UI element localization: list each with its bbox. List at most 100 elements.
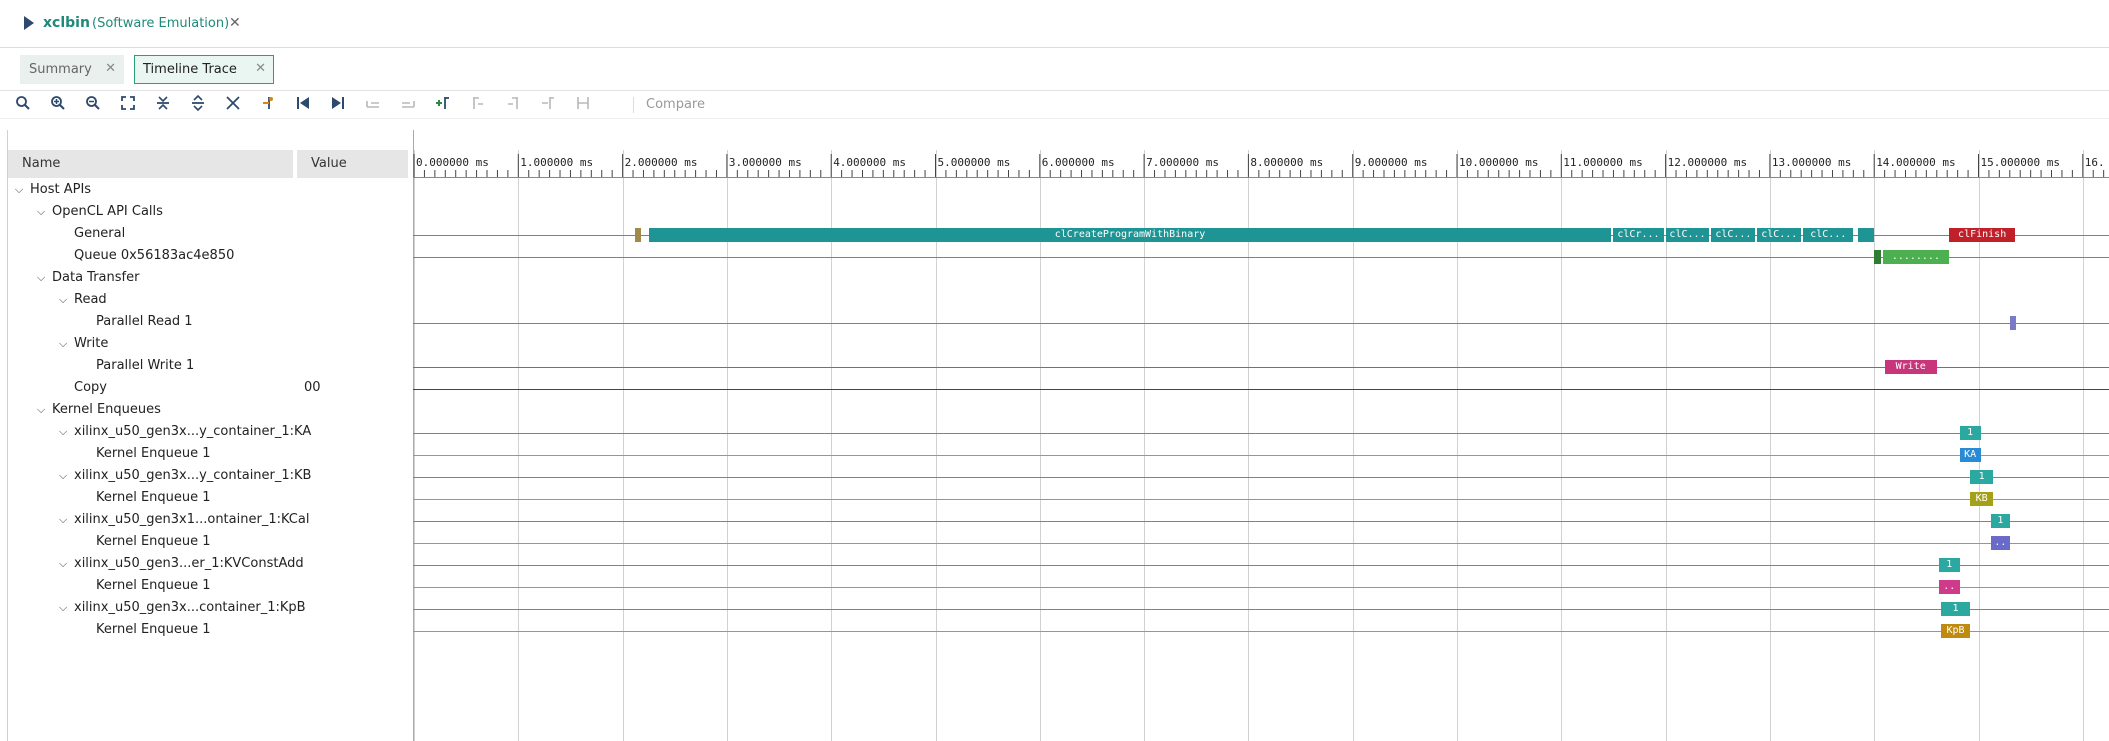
tree-row-host-apis[interactable]: ⌵ Host APIs [8, 179, 408, 201]
tree-row-read[interactable]: ⌵ Read [8, 289, 408, 311]
tree-row-label: xilinx_u50_gen3x...y_container_1:KB [74, 468, 312, 483]
tree-row-label: Host APIs [30, 182, 92, 197]
grid-line [1665, 150, 1667, 741]
grid-line [518, 150, 520, 741]
play-icon[interactable] [24, 16, 34, 30]
chevron-down-icon[interactable]: ⌵ [36, 205, 46, 218]
tree-row-label: Write [74, 336, 109, 351]
go-last-icon[interactable] [328, 95, 348, 115]
tab-summary[interactable]: Summary ✕ [20, 55, 124, 84]
align-left-icon[interactable] [468, 95, 488, 115]
align-right-icon[interactable] [503, 95, 523, 115]
tree-row-label: Kernel Enqueue 1 [96, 578, 211, 593]
timeline-event-bar[interactable]: 1 [1959, 426, 1981, 440]
tree-row-write[interactable]: ⌵ Write [8, 333, 408, 355]
title-bar: xclbin (Software Emulation) ✕ [0, 0, 2109, 48]
tree-row-kernel-enqueues[interactable]: ⌵ Kernel Enqueues [8, 399, 408, 421]
timeline-event-bar[interactable]: clC... [1711, 228, 1756, 242]
chevron-down-icon[interactable]: ⌵ [58, 469, 68, 482]
time-ruler[interactable]: 0.000000 ms 1.000000 ms 2.000000 ms 3.00000… [413, 150, 2109, 178]
tree-row-kernel-kb[interactable]: ⌵ xilinx_u50_gen3x...y_container_1:KB [8, 465, 408, 487]
tree-row-kernel-enqueue[interactable]: Kernel Enqueue 1 [8, 531, 408, 553]
prev-event-icon[interactable] [363, 95, 383, 115]
tree-row-data-transfer[interactable]: ⌵ Data Transfer [8, 267, 408, 289]
add-marker-green-icon[interactable] [433, 95, 453, 115]
tree-row-kernel-enqueue[interactable]: Kernel Enqueue 1 [8, 443, 408, 465]
timeline-event-bar[interactable]: 1 [1991, 514, 2010, 528]
timeline-event-bar[interactable]: 1 [1938, 558, 1960, 572]
column-header-name[interactable]: Name [8, 150, 293, 178]
chevron-down-icon[interactable]: ⌵ [14, 183, 24, 196]
timeline-event-bar[interactable]: KA [1959, 448, 1981, 462]
tree-row-label: xilinx_u50_gen3x1...ontainer_1:KCal [74, 512, 310, 527]
tree-row-kernel-kpb[interactable]: ⌵ xilinx_u50_gen3x...container_1:KpB [8, 597, 408, 619]
timeline-event-bar[interactable] [1874, 250, 1882, 264]
timeline-divider[interactable] [413, 130, 414, 741]
tree-row-kernel-enqueue[interactable]: Kernel Enqueue 1 [8, 487, 408, 509]
tree-row-kernel-enqueue[interactable]: Kernel Enqueue 1 [8, 619, 408, 641]
tab-timeline-trace[interactable]: Timeline Trace ✕ [134, 55, 274, 84]
chevron-down-icon[interactable]: ⌵ [36, 403, 46, 416]
timeline-event-bar[interactable] [2009, 316, 2017, 330]
timeline-event-bar[interactable] [1857, 228, 1875, 242]
tick-label: 6.000000 ms [1041, 156, 1115, 169]
timeline-event-bar[interactable]: 1 [1940, 602, 1971, 616]
close-icon[interactable]: ✕ [255, 61, 266, 76]
go-first-icon[interactable] [293, 95, 313, 115]
tree-row-parallel-write[interactable]: Parallel Write 1 [8, 355, 408, 377]
tab-label: Timeline Trace [143, 62, 237, 77]
chevron-down-icon[interactable]: ⌵ [36, 271, 46, 284]
timeline-event-bar[interactable]: KpB [1940, 624, 1971, 638]
chevron-down-icon[interactable]: ⌵ [58, 293, 68, 306]
column-header-value[interactable]: Value [297, 150, 408, 178]
tree-row-kernel-enqueue[interactable]: Kernel Enqueue 1 [8, 575, 408, 597]
timeline-event-bar[interactable]: Write [1884, 360, 1937, 374]
clear-marker-icon[interactable] [223, 95, 243, 115]
tree-row-kernel-kcal[interactable]: ⌵ xilinx_u50_gen3x1...ontainer_1:KCal [8, 509, 408, 531]
grid-line [1039, 150, 1041, 741]
timeline-event-bar[interactable]: clCr... [1613, 228, 1664, 242]
tree-row-copy[interactable]: Copy 00 [8, 377, 408, 399]
tick-label: 11.000000 ms [1563, 156, 1643, 169]
tree-row-queue[interactable]: Queue 0x56183ac4e850 [8, 245, 408, 267]
compare-button[interactable]: Compare [646, 97, 705, 112]
run-subtitle: (Software Emulation) [92, 16, 230, 31]
tree-row-kernel-kvconstadd[interactable]: ⌵ xilinx_u50_gen3...er_1:KVConstAdd [8, 553, 408, 575]
add-marker-icon[interactable] [258, 95, 278, 115]
collapse-all-icon[interactable] [153, 95, 173, 115]
expand-all-icon[interactable] [188, 94, 208, 115]
align-start-icon[interactable] [538, 95, 558, 115]
grid-line [1352, 150, 1354, 741]
next-event-icon[interactable] [398, 95, 418, 115]
tree-row-parallel-read[interactable]: Parallel Read 1 [8, 311, 408, 333]
timeline-event-bar[interactable]: .. [1991, 536, 2010, 550]
row-signal-line [413, 433, 2109, 434]
timeline-event-bar[interactable]: clCreateProgramWithBinary [648, 228, 1612, 242]
tree-row-opencl-api-calls[interactable]: ⌵ OpenCL API Calls [8, 201, 408, 223]
timeline-event-bar[interactable]: clC... [1757, 228, 1802, 242]
timeline-canvas[interactable]: 0.000000 ms 1.000000 ms 2.000000 ms 3.00000… [413, 150, 2109, 741]
timeline-event-bar[interactable]: clC... [1665, 228, 1710, 242]
align-center-icon[interactable] [573, 95, 593, 115]
chevron-down-icon[interactable]: ⌵ [58, 425, 68, 438]
chevron-down-icon[interactable]: ⌵ [58, 557, 68, 570]
tree-row-general[interactable]: General [8, 223, 408, 245]
timeline-event-bar[interactable]: clC... [1803, 228, 1854, 242]
close-icon[interactable]: ✕ [229, 15, 241, 31]
chevron-down-icon[interactable]: ⌵ [58, 513, 68, 526]
search-icon[interactable] [13, 95, 33, 115]
chevron-down-icon[interactable]: ⌵ [58, 601, 68, 614]
tab-label: Summary [29, 62, 92, 77]
timeline-event-bar[interactable]: KB [1970, 492, 1994, 506]
timeline-event-bar[interactable] [635, 228, 642, 242]
chevron-down-icon[interactable]: ⌵ [58, 337, 68, 350]
timeline-event-bar[interactable]: .. [1938, 580, 1960, 594]
zoom-in-icon[interactable] [48, 95, 68, 115]
zoom-out-icon[interactable] [83, 95, 103, 115]
timeline-event-bar[interactable]: 1 [1970, 470, 1994, 484]
close-icon[interactable]: ✕ [105, 61, 116, 76]
zoom-fit-icon[interactable] [118, 95, 138, 115]
timeline-event-bar[interactable]: clFinish [1949, 228, 2015, 242]
tree-row-kernel-ka[interactable]: ⌵ xilinx_u50_gen3x...y_container_1:KA [8, 421, 408, 443]
timeline-event-bar[interactable]: ........ [1882, 250, 1950, 264]
